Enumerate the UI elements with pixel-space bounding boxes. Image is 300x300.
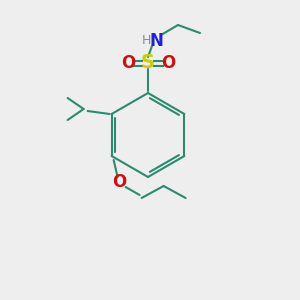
Text: N: N xyxy=(149,32,163,50)
Text: S: S xyxy=(141,53,155,73)
Text: O: O xyxy=(121,54,135,72)
Text: H: H xyxy=(141,34,151,46)
Text: O: O xyxy=(112,173,127,191)
Text: O: O xyxy=(161,54,175,72)
